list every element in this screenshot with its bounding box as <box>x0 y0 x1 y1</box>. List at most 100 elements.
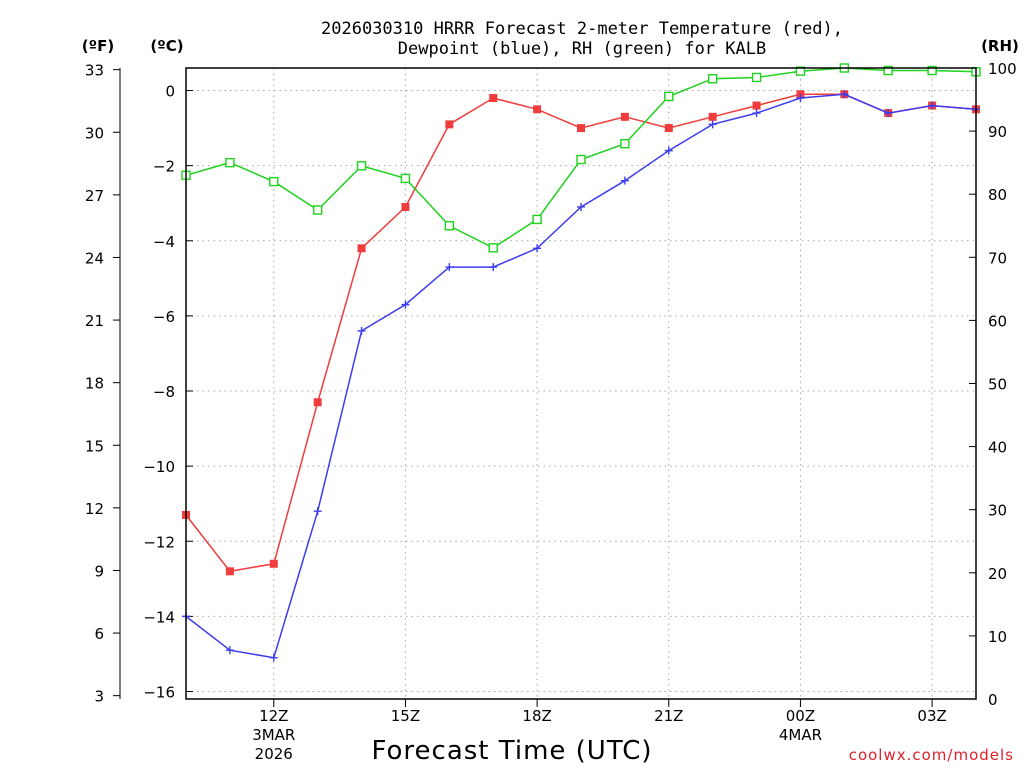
temperature-point <box>269 559 278 568</box>
site-credit: coolwx.com/models <box>849 746 1014 764</box>
fahrenheit-tick-label: 27 <box>85 187 104 205</box>
celsius-tick-label: −16 <box>143 683 175 701</box>
rh-tick-label: 90 <box>988 123 1007 141</box>
plot-frame <box>185 67 977 700</box>
celsius-unit-label: (ºC) <box>150 37 183 55</box>
rh-axis: 0 10 20 30 40 50 60 70 80 90 100 <box>969 60 1017 709</box>
celsius-tick-label: −14 <box>143 608 175 626</box>
rh-point <box>751 72 762 83</box>
rh-unit-label: (RH) <box>981 37 1019 55</box>
dewpoint-point <box>840 90 849 99</box>
time-tick-label: 18Z <box>522 707 551 725</box>
rh-point <box>927 65 937 76</box>
time-tick-date-label: 2026 <box>255 745 293 763</box>
fahrenheit-tick-label: 12 <box>85 500 104 518</box>
rh-tick-label: 20 <box>988 565 1007 583</box>
fahrenheit-tick-label: 9 <box>94 562 104 580</box>
grid-lines <box>186 68 976 699</box>
fahrenheit-unit-label: (ºF) <box>82 37 114 55</box>
rh-point <box>312 205 323 215</box>
rh-tick-label: 80 <box>988 186 1007 204</box>
celsius-tick-label: −12 <box>143 533 175 551</box>
dewpoint-point <box>708 120 717 129</box>
rh-tick-label: 50 <box>988 376 1007 394</box>
time-tick-label: 21Z <box>654 707 683 725</box>
time-tick-label: 12Z <box>259 707 288 725</box>
dewpoint-point <box>489 263 498 272</box>
fahrenheit-tick-label: 15 <box>85 437 104 455</box>
rh-tick-label: 70 <box>988 249 1007 267</box>
temperature-point <box>357 244 366 253</box>
dewpoint-point <box>533 244 542 253</box>
celsius-axis: −16 −14 −12 −10 −8 −6 −4 −2 0 <box>143 83 193 701</box>
temperature-point <box>313 398 322 407</box>
rh-point <box>269 176 279 187</box>
rh-tick-label: 40 <box>988 439 1007 457</box>
x-axis-label: Forecast Time (UTC) <box>371 736 652 766</box>
temperature-point <box>445 120 454 129</box>
rh-tick-label: 10 <box>988 628 1007 646</box>
fahrenheit-tick-label: 24 <box>85 249 104 267</box>
chart-title-line-2: Dewpoint (blue), RH (green) for KALB <box>398 39 766 59</box>
celsius-tick-label: 0 <box>165 83 175 101</box>
dewpoint-point <box>928 101 937 110</box>
dewpoint-point <box>357 326 366 335</box>
fahrenheit-tick-label: 6 <box>94 625 104 643</box>
time-tick-label: 00Z <box>786 707 815 725</box>
rh-point <box>400 173 411 184</box>
rh-tick-label: 30 <box>988 502 1007 520</box>
celsius-tick-label: −2 <box>153 158 175 176</box>
time-tick-date-label: 4MAR <box>779 726 822 744</box>
temperature-point <box>577 124 585 133</box>
data-series <box>181 63 981 662</box>
rh-point <box>532 214 542 225</box>
rh-point <box>664 91 674 102</box>
fahrenheit-axis: 3 6 9 12 15 18 21 24 27 30 33 <box>85 62 121 706</box>
dewpoint-line <box>185 93 977 659</box>
rh-tick-label: 60 <box>988 312 1007 330</box>
dewpoint-point <box>269 653 278 662</box>
fahrenheit-tick-label: 33 <box>85 62 104 80</box>
fahrenheit-tick-label: 30 <box>85 124 104 142</box>
fahrenheit-tick-label: 18 <box>85 375 104 393</box>
temperature-point <box>752 101 761 110</box>
chart-title-line-1: 2026030310 HRRR Forecast 2-meter Tempera… <box>321 19 843 39</box>
dewpoint-point <box>796 94 805 103</box>
time-tick-label: 15Z <box>391 707 420 725</box>
fahrenheit-tick-label: 21 <box>85 312 104 330</box>
dewpoint-point <box>225 646 234 655</box>
fahrenheit-tick-label: 3 <box>94 688 104 706</box>
rh-point <box>444 221 455 231</box>
dewpoint-point <box>577 202 585 211</box>
dewpoint-point <box>313 507 322 516</box>
rh-point <box>356 161 367 171</box>
dewpoint-point <box>620 176 629 185</box>
celsius-tick-label: −10 <box>143 458 175 476</box>
celsius-tick-label: −8 <box>153 383 175 401</box>
dewpoint-point <box>664 146 673 155</box>
dewpoint-point <box>752 109 761 118</box>
rh-point <box>883 65 893 76</box>
rh-point <box>576 154 586 165</box>
celsius-tick-label: −6 <box>153 308 175 326</box>
temperature-point <box>664 124 673 133</box>
rh-point <box>707 74 718 84</box>
temperature-point <box>708 112 717 121</box>
temperature-point <box>225 567 234 576</box>
temperature-point <box>533 105 542 114</box>
dewpoint-point <box>401 300 410 309</box>
rh-tick-label: 0 <box>988 691 998 709</box>
rh-point <box>620 139 630 149</box>
temperature-point <box>401 202 410 211</box>
temperature-point <box>489 94 498 103</box>
celsius-tick-label: −4 <box>153 233 175 251</box>
rh-point <box>795 66 806 76</box>
rh-point <box>488 243 498 253</box>
dewpoint-point <box>445 263 454 272</box>
rh-tick-label: 100 <box>988 60 1017 78</box>
rh-point <box>225 157 235 168</box>
temperature-point <box>620 112 629 121</box>
dewpoint-point <box>884 109 893 118</box>
